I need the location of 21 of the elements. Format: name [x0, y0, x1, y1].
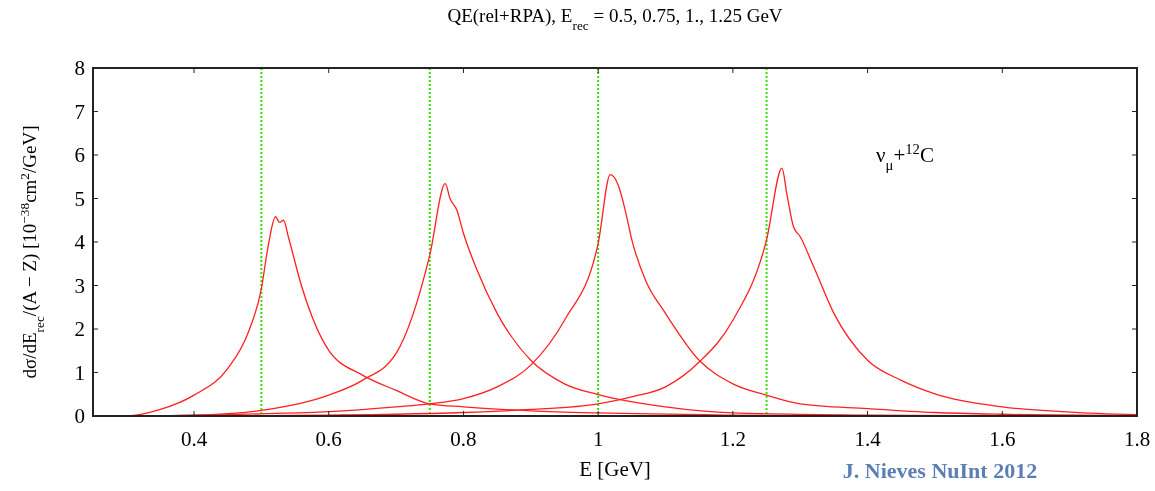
y-tick-label: 6	[74, 143, 85, 168]
text: J. Nieves NuInt 2012	[842, 458, 1038, 483]
y-tick-label: 5	[74, 186, 85, 211]
y-tick-label: 2	[74, 317, 85, 342]
y-tick-label: 3	[74, 273, 85, 298]
x-tick-label: 1.6	[989, 427, 1016, 451]
y-tick-label: 1	[74, 360, 85, 385]
x-tick-label: 0.6	[315, 427, 342, 451]
x-tick-label: 0.4	[180, 427, 208, 451]
y-tick-label: 8	[74, 56, 85, 81]
x-tick-label: 1.2	[719, 427, 746, 451]
y-tick-label: 7	[74, 99, 85, 124]
x-tick-label: 1.4	[854, 427, 882, 451]
y-tick-label: 0	[74, 404, 85, 429]
x-tick-label: 1.8	[1123, 427, 1151, 451]
annotation: ν$_{μ}$+$^{12}$C	[876, 141, 934, 173]
chart-title: QE(rel+RPA), E$_{rec}$ = 0.5, 0.75, 1., 1.25 GeV	[447, 5, 783, 33]
x-tick-label: 1	[592, 427, 604, 451]
x-tick-label: 0.8	[450, 427, 477, 451]
y-tick-label: 4	[74, 230, 86, 255]
x-axis-title: E [GeV]	[579, 457, 651, 481]
